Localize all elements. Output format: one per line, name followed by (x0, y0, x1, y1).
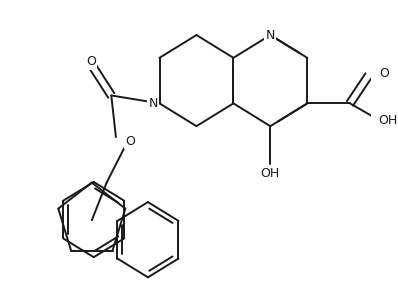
Text: OH: OH (379, 114, 398, 127)
Text: O: O (125, 135, 135, 147)
Text: N: N (265, 29, 275, 41)
Text: OH: OH (261, 167, 280, 180)
Text: O: O (86, 55, 96, 68)
Text: N: N (148, 97, 158, 110)
Text: O: O (380, 67, 390, 80)
